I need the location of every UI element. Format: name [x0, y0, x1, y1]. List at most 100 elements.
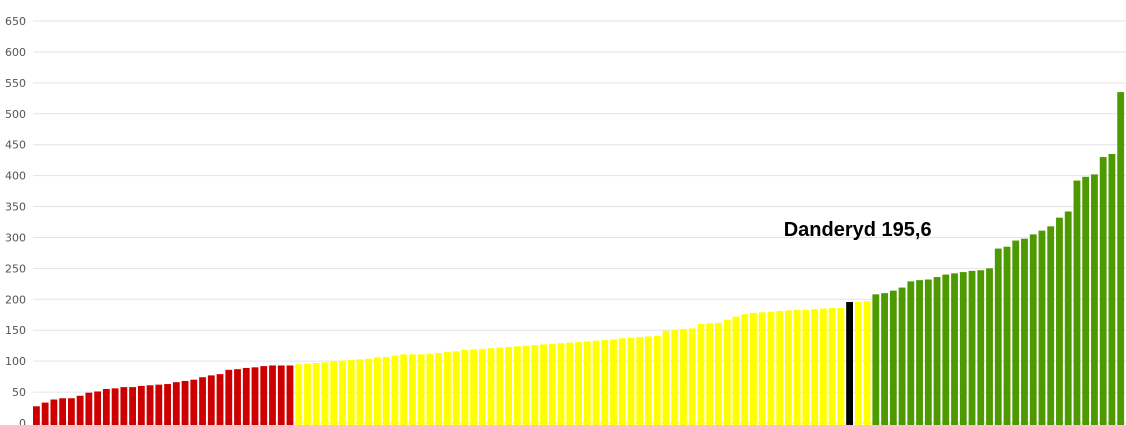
bar — [33, 406, 40, 425]
bar — [102, 388, 110, 425]
bar — [645, 336, 652, 425]
bar — [452, 351, 460, 425]
bar — [1117, 92, 1125, 425]
bar — [1003, 246, 1011, 425]
bar — [59, 398, 67, 425]
bar — [986, 268, 993, 425]
bar — [1029, 234, 1037, 425]
bar — [951, 273, 958, 425]
bar — [190, 379, 198, 425]
bar — [85, 392, 93, 425]
bar — [854, 301, 862, 425]
bar — [400, 354, 408, 425]
bar — [251, 367, 259, 425]
bar — [443, 351, 451, 425]
bar — [575, 341, 582, 425]
gridlines — [33, 20, 1126, 424]
bar — [767, 311, 775, 425]
bar — [1108, 153, 1116, 425]
y-tick-label: 200 — [5, 293, 26, 306]
bar — [531, 345, 539, 425]
bar — [408, 354, 416, 425]
bar — [41, 402, 49, 425]
bar — [968, 270, 976, 425]
bar — [994, 248, 1002, 425]
y-tick-label: 300 — [5, 231, 26, 244]
y-tick-label: 100 — [5, 355, 26, 368]
bar — [417, 354, 425, 425]
bar — [129, 387, 136, 425]
bar — [653, 335, 661, 425]
bar — [697, 324, 705, 425]
bar — [907, 281, 915, 425]
bar — [225, 369, 233, 425]
bar — [207, 375, 215, 425]
bar — [916, 280, 923, 425]
y-tick-label: 450 — [5, 139, 26, 152]
bar — [277, 365, 285, 425]
bar — [811, 309, 819, 425]
bar — [1047, 226, 1055, 425]
bar — [828, 307, 836, 425]
bar — [513, 346, 521, 425]
bar — [863, 301, 871, 425]
bar — [339, 360, 346, 425]
bar — [540, 344, 547, 425]
bar — [793, 309, 801, 425]
bar — [137, 385, 145, 425]
bar — [330, 361, 338, 425]
bar — [304, 363, 311, 425]
bar — [347, 359, 355, 425]
bar — [478, 348, 486, 425]
bar — [365, 358, 373, 425]
bar — [819, 308, 827, 425]
bar — [715, 322, 722, 425]
bar — [592, 340, 600, 425]
bar — [94, 391, 102, 425]
bar — [146, 385, 154, 425]
bar — [164, 384, 171, 425]
bar — [1056, 217, 1063, 425]
bar — [557, 343, 565, 425]
y-tick-label: 150 — [5, 324, 26, 337]
bar — [295, 364, 303, 425]
bar — [723, 319, 731, 425]
bar — [889, 290, 897, 425]
bar — [933, 277, 941, 425]
bar — [1064, 211, 1072, 425]
bar — [548, 343, 556, 425]
y-tick-label: 400 — [5, 170, 26, 183]
bar — [566, 342, 574, 425]
bar — [898, 287, 906, 425]
highlight-bar — [846, 302, 854, 425]
bar — [321, 362, 329, 425]
bar — [1038, 230, 1046, 425]
bar — [1099, 157, 1107, 425]
bar — [382, 356, 390, 425]
bar — [959, 272, 967, 425]
bar — [269, 365, 276, 425]
bar — [750, 312, 757, 425]
y-tick-label: 600 — [5, 46, 26, 59]
bar — [242, 367, 250, 425]
bar — [312, 363, 320, 425]
bar — [522, 345, 530, 425]
y-tick-label: 350 — [5, 201, 26, 214]
bar — [837, 307, 845, 425]
bar — [216, 374, 224, 425]
bar — [741, 314, 749, 425]
bar — [1073, 180, 1081, 425]
bar — [505, 346, 512, 425]
bar — [155, 384, 163, 425]
bar — [391, 355, 399, 425]
bar — [688, 328, 696, 425]
bar — [627, 337, 635, 425]
bar — [881, 293, 888, 425]
annotations: Danderyd 195,6 — [784, 219, 932, 241]
y-tick-label: 0 — [19, 417, 26, 425]
bar — [286, 365, 294, 425]
bar — [758, 312, 766, 425]
y-tick-label: 550 — [5, 77, 26, 90]
bar — [435, 353, 443, 425]
